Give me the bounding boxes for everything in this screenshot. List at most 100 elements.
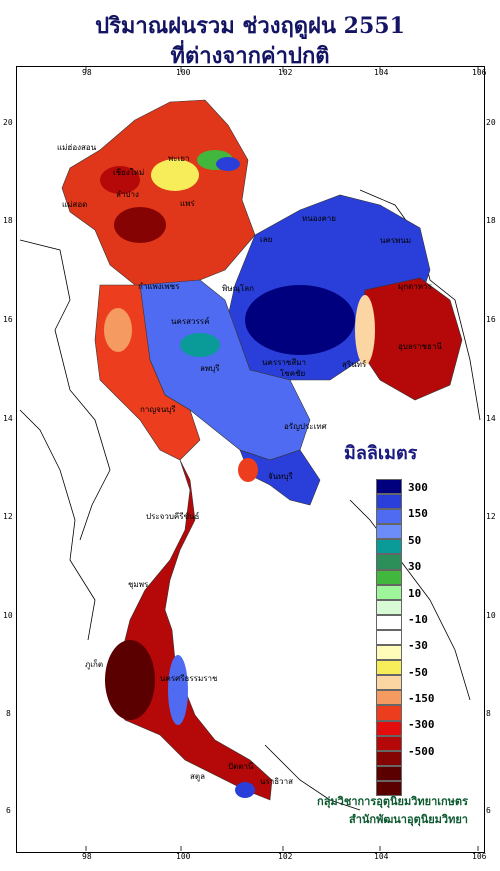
lat-label: 8 (486, 709, 491, 718)
legend-label: -50 (408, 665, 428, 679)
credit-line-1: กลุ่มวิชาการอุตุนิยมวิทยาเกษตร (317, 795, 468, 808)
lon-label: 102 (278, 852, 293, 861)
lon-label: 102 (278, 68, 293, 77)
legend-label: 150 (408, 507, 428, 521)
legend-label: 10 (408, 586, 422, 600)
place-label: ประจวบคีรีขันธ์ (146, 512, 200, 521)
wet-core-north-east (216, 157, 240, 171)
legend-swatch (376, 539, 402, 555)
place-label: โชคชัย (280, 369, 306, 378)
legend-label: -500 (408, 744, 435, 758)
place-label: อุบลราชธานี (398, 342, 442, 351)
legend-swatch (376, 720, 402, 736)
wet-spot-far-south (235, 782, 255, 798)
lon-label: 106 (472, 852, 487, 861)
legend-swatch (376, 614, 402, 630)
place-label: จันทบุรี (268, 472, 293, 481)
lat-label: 20 (3, 118, 13, 127)
place-label: สุรินทร์ (342, 360, 367, 369)
place-label: นครสวรรค์ (171, 317, 210, 326)
lat-label: 18 (486, 216, 496, 225)
lat-label: 14 (486, 414, 496, 423)
place-label: อรัญประเทศ (284, 422, 327, 431)
mid-dry-west (104, 308, 132, 352)
lat-label: 12 (486, 512, 496, 521)
lat-label: 10 (3, 611, 13, 620)
place-label: กาญจนบุรี (140, 405, 176, 414)
very-dry-south-west (105, 640, 155, 720)
map-subtitle: ที่ต่างจากค่าปกติ (170, 43, 330, 69)
region-south (109, 459, 273, 801)
legend-label: 300 (408, 481, 428, 494)
legend-swatch (376, 554, 402, 570)
place-label: นครราชสีมา (262, 358, 306, 367)
place-label: สตูล (190, 772, 205, 781)
lon-label: 104 (374, 852, 389, 861)
legend-swatch (376, 780, 402, 796)
region-southeast (239, 449, 321, 506)
place-label: นราธิวาส (260, 777, 294, 786)
wet-spot-central (180, 333, 220, 357)
place-label: หนองคาย (302, 214, 336, 223)
legend-swatch (376, 705, 402, 721)
very-dry-north (114, 207, 166, 243)
legend-swatch (376, 629, 402, 646)
wet-strip-south-east (168, 655, 188, 725)
legend-swatch (376, 735, 402, 751)
place-label: พะเยา (168, 154, 190, 163)
legend-swatch (376, 690, 402, 706)
lat-label: 20 (486, 118, 496, 127)
legend-swatch (376, 479, 402, 495)
legend-swatch (376, 494, 402, 510)
lat-label: 18 (3, 216, 13, 225)
legend-label: -150 (408, 692, 435, 706)
color-legend (376, 479, 402, 796)
region-north (61, 99, 256, 291)
lat-label: 6 (6, 806, 11, 815)
place-label: ปัตตานี (228, 762, 254, 771)
legend-swatch (376, 569, 402, 585)
lat-label: 16 (486, 315, 496, 324)
lat-label: 12 (3, 512, 13, 521)
place-label: เชียงใหม่ (113, 168, 145, 177)
dry-spot-north-center (151, 159, 199, 191)
legend-swatch (376, 660, 402, 676)
place-label: แม่ฮ่องสอน (57, 143, 97, 152)
place-label: แม่สอด (62, 200, 88, 209)
lat-label: 14 (3, 414, 13, 423)
legend-label: 50 (408, 533, 422, 547)
dry-spot-southeast (238, 458, 258, 482)
place-label: เลย (260, 235, 273, 244)
place-label: นครพนม (380, 236, 412, 245)
lon-label: 100 (176, 852, 191, 861)
place-label: ภูเก็ต (85, 660, 104, 669)
place-label: ชุมพร (128, 580, 149, 589)
legend-swatch (376, 765, 402, 781)
legend-label: -30 (408, 639, 428, 653)
lat-label: 10 (486, 611, 496, 620)
legend-label: -300 (408, 718, 435, 732)
place-label: กำแพงเพชร (138, 282, 180, 291)
lat-label: 8 (6, 709, 11, 718)
legend-swatch (376, 645, 402, 661)
lon-label: 98 (82, 852, 92, 861)
legend-title: มิลลิเมตร (344, 443, 418, 464)
legend-swatch (376, 675, 402, 691)
legend-swatch (376, 599, 402, 615)
lon-label: 106 (472, 68, 487, 77)
lat-label: 6 (486, 806, 491, 815)
lon-label: 98 (82, 68, 92, 77)
transition-east (355, 295, 375, 365)
dry-spot-north-west (100, 166, 140, 194)
lon-label: 104 (374, 68, 389, 77)
map-title: ปริมาณฝนรวม ช่วงฤดูฝน 2551 (95, 13, 405, 39)
legend-label: 30 (408, 560, 422, 574)
place-label: ลพบุรี (200, 364, 220, 373)
region-east-dry (359, 277, 463, 401)
place-label: แพร่ (180, 199, 195, 208)
lat-label: 16 (3, 315, 13, 324)
place-label: ลำปาง (116, 190, 139, 199)
place-label: นครศรีธรรมราช (160, 674, 218, 683)
legend-swatch (376, 584, 402, 600)
